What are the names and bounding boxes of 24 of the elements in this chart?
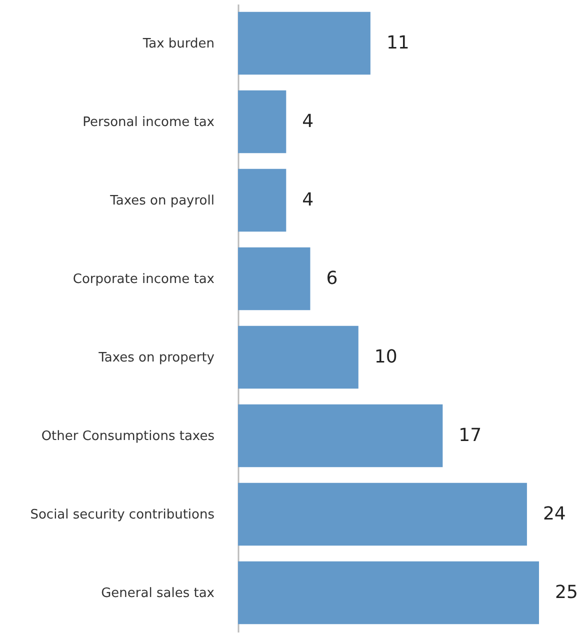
data-label: 10 — [374, 346, 398, 368]
data-label: 4 — [302, 189, 314, 210]
bar — [238, 404, 443, 468]
bar — [238, 247, 310, 310]
data-label: 4 — [302, 110, 314, 132]
y-tick-label: Tax burden — [142, 36, 214, 52]
bar — [238, 12, 370, 75]
data-label: 6 — [326, 268, 338, 289]
bar — [238, 561, 539, 624]
y-tick-label: General sales tax — [101, 586, 215, 601]
y-tick-label: Personal income tax — [82, 114, 215, 130]
y-tick-label: Other Consumptions taxes — [41, 428, 215, 444]
data-label: 25 — [555, 582, 578, 603]
data-label: 24 — [542, 503, 566, 524]
y-tick-label: Taxes on payroll — [109, 193, 214, 208]
y-tick-label: Taxes on property — [98, 350, 215, 366]
y-tick-label: Social security contributions — [30, 507, 215, 522]
data-label: 11 — [386, 32, 410, 54]
bar — [238, 90, 286, 154]
y-tick-label: Corporate income tax — [72, 272, 215, 287]
bar — [238, 326, 358, 389]
bar — [238, 168, 286, 232]
bar — [238, 482, 527, 546]
data-label: 17 — [458, 424, 482, 446]
